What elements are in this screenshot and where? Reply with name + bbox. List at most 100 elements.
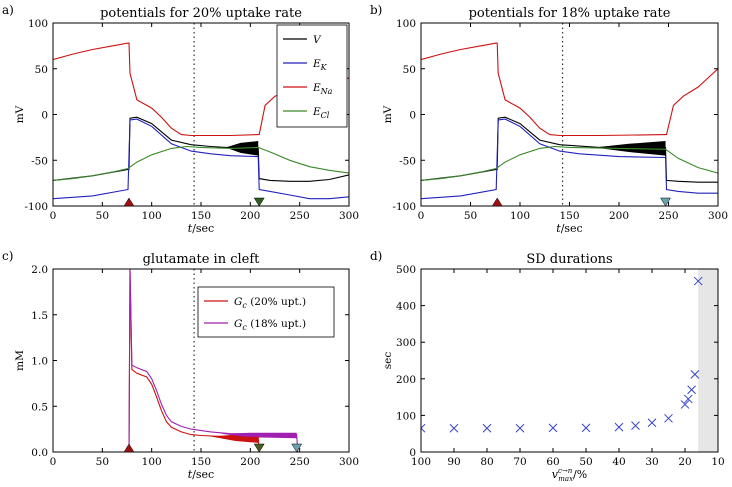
x-tick-label: 250	[658, 210, 678, 222]
x-tick-label: 300	[339, 210, 359, 222]
x-tick-label: 40	[612, 456, 625, 468]
x-tick-label: 200	[240, 456, 260, 468]
x-tick-label: 10	[711, 456, 724, 468]
event-marker	[660, 197, 671, 207]
legend-label: V	[313, 34, 322, 46]
data-point	[683, 394, 693, 404]
x-tick-label: 150	[191, 210, 211, 222]
x-tick-label: 50	[464, 210, 477, 222]
y-tick-label: 1.5	[31, 310, 48, 322]
series-line-2	[53, 118, 349, 200]
x-tick-label: 100	[142, 210, 162, 222]
x-tick-label: 20	[678, 456, 691, 468]
data-point	[690, 370, 700, 379]
x-tick-label: 250	[290, 210, 310, 222]
x-tick-label: 100	[510, 210, 530, 222]
shaded-region	[698, 269, 718, 452]
y-tick-label: 500	[396, 264, 416, 276]
x-axis-label: t/sec	[188, 468, 214, 481]
series-line-1	[421, 116, 718, 183]
x-axis-label: t/sec	[188, 222, 214, 235]
y-tick-label: -50	[31, 155, 48, 167]
y-axis-label: mV	[14, 105, 26, 123]
series-line-3	[421, 42, 718, 137]
event-marker	[491, 197, 503, 207]
y-tick-label: 50	[403, 64, 416, 76]
panel-letter: b)	[370, 3, 382, 17]
event-marker	[291, 443, 303, 453]
data-point	[614, 422, 624, 432]
legend-label: ECl	[312, 106, 330, 120]
x-tick-label: 150	[559, 210, 579, 222]
x-tick-label: 100	[411, 456, 431, 468]
chart-title: potentials for 18% uptake rate	[469, 6, 671, 21]
y-tick-label: 100	[396, 410, 416, 422]
legend	[276, 24, 348, 128]
data-point	[693, 276, 703, 286]
x-tick-label: 100	[142, 456, 162, 468]
data-point	[482, 423, 492, 433]
x-tick-label: 250	[290, 456, 310, 468]
y-tick-label: 300	[396, 337, 416, 349]
y-tick-label: -50	[399, 155, 416, 167]
axis-frame	[420, 22, 719, 207]
series-line-2	[128, 269, 349, 452]
event-marker	[123, 443, 135, 453]
y-tick-label: 100	[28, 18, 48, 30]
x-tick-label: 50	[96, 210, 109, 222]
x-tick-label: 70	[513, 456, 526, 468]
y-tick-label: 0	[409, 110, 416, 122]
y-tick-label: 200	[396, 374, 416, 386]
y-tick-label: 0	[409, 447, 416, 459]
x-tick-label: 300	[339, 456, 359, 468]
data-point	[515, 423, 525, 433]
y-tick-label: -100	[392, 201, 416, 213]
x-tick-label: 60	[546, 456, 559, 468]
series-line-2	[421, 118, 718, 200]
panel-letter: d)	[370, 249, 382, 263]
chart-panel-3: c) glutamate in cleft 0 50 100 150 200 250 300 0.…	[2, 249, 359, 481]
x-tick-label: 150	[191, 456, 211, 468]
y-tick-label: 400	[396, 301, 416, 313]
data-point	[548, 423, 558, 433]
x-tick-label: 30	[645, 456, 658, 468]
y-tick-label: 0	[41, 110, 48, 122]
panel-letter: a)	[2, 3, 14, 17]
x-tick-label: 0	[50, 456, 57, 468]
y-tick-label: 2.0	[31, 264, 48, 276]
chart-panel-2: b) potentials for 18% uptake rate 0 50 100 15…	[370, 3, 728, 235]
chart-title: glutamate in cleft	[143, 252, 261, 267]
data-point	[631, 421, 640, 431]
x-axis-label: t/sec	[556, 222, 582, 235]
data-point	[687, 385, 696, 395]
data-point	[581, 423, 591, 433]
legend-label: Gc (18% upt.)	[234, 318, 306, 332]
axis-frame	[420, 268, 719, 453]
y-axis-label: sec	[382, 352, 394, 370]
legend-label: ENa	[312, 82, 333, 96]
legend-label: EK	[312, 58, 328, 72]
y-tick-label: 50	[35, 64, 48, 76]
y-tick-label: 0.0	[31, 447, 48, 459]
series-line-1	[128, 269, 349, 452]
event-marker	[253, 197, 265, 207]
chart-title: SD durations	[526, 252, 612, 267]
legend-label: Gc (20% upt.)	[234, 296, 306, 310]
event-marker	[123, 197, 135, 207]
y-tick-label: -100	[24, 201, 48, 213]
panel-letter: c)	[2, 249, 13, 263]
x-tick-label: 0	[50, 210, 57, 222]
data-point	[680, 400, 690, 409]
data-point	[421, 423, 426, 433]
chart-title: potentials for 20% uptake rate	[100, 6, 302, 21]
data-point	[664, 413, 673, 423]
series-line-4	[421, 145, 718, 181]
data-point	[449, 423, 459, 433]
x-tick-label: 50	[96, 456, 109, 468]
x-tick-label: 90	[447, 456, 460, 468]
x-tick-label: 200	[609, 210, 629, 222]
y-tick-label: 1.0	[31, 356, 48, 368]
plot-area	[421, 23, 718, 206]
